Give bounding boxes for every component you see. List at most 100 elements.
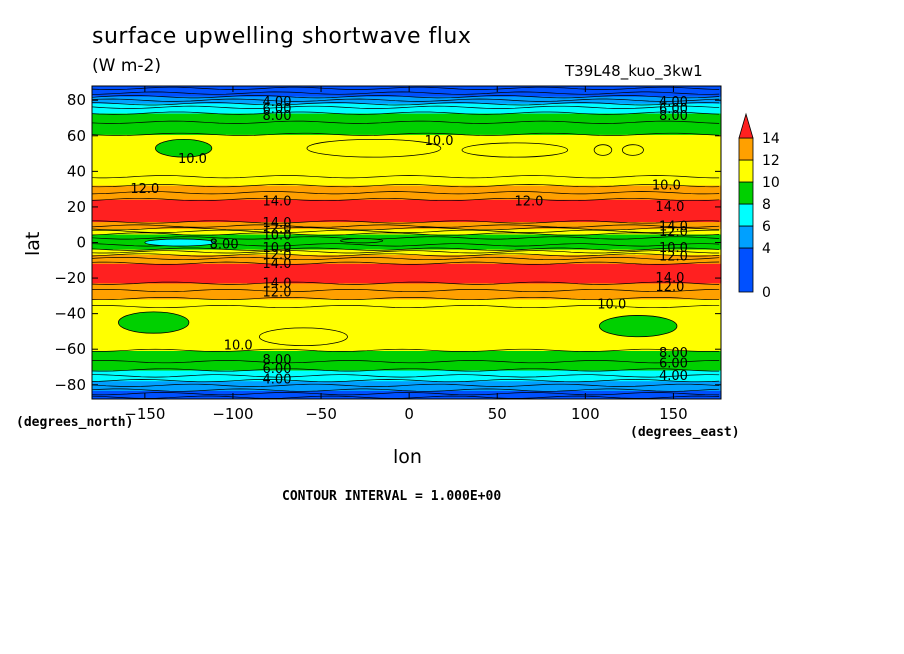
- contour-blob: [621, 144, 644, 156]
- contour-line: [92, 220, 720, 224]
- contour-label: 14.0: [263, 257, 292, 272]
- contour-line: [92, 175, 720, 179]
- contour-label: 6.00: [659, 102, 688, 117]
- x-tick-label: −50: [305, 405, 337, 423]
- contour-label: 14.0: [263, 276, 292, 291]
- contour-blob: [144, 238, 216, 247]
- contour-line: [92, 247, 720, 251]
- colorbar-segment: [738, 137, 754, 161]
- contour-label: 6.00: [659, 356, 688, 371]
- contour-label: 8.00: [263, 353, 292, 368]
- contour-line: [92, 91, 720, 95]
- contour-label: 10.0: [652, 179, 681, 194]
- y-tick-label: 0: [76, 234, 86, 252]
- contour-line: [92, 304, 720, 309]
- y-unit-label: (degrees_north): [16, 415, 134, 430]
- contour-line: [92, 197, 720, 202]
- contour-band: [92, 234, 721, 251]
- x-unit-label: (degrees_east): [630, 425, 740, 440]
- chart-units: (W m-2): [92, 56, 161, 76]
- contour-line: [92, 132, 720, 136]
- contour-line: [92, 191, 720, 195]
- contour-band: [92, 199, 721, 223]
- contour-label: 12.0: [659, 225, 688, 240]
- contour-label: 12.0: [263, 285, 292, 300]
- contour-label: 10.0: [425, 134, 454, 149]
- contour-label: 14.0: [655, 200, 684, 215]
- contour-line: [92, 379, 720, 383]
- contour-line: [92, 184, 720, 188]
- y-axis-ticks: −80 −60 −40 −20 0 20 40 60 80: [54, 91, 721, 394]
- contour-label: 14.0: [659, 219, 688, 234]
- contour-label: 12.0: [130, 182, 159, 197]
- contour-line: [92, 86, 720, 90]
- colorbar-arrow: [738, 112, 754, 139]
- contour-band: [92, 96, 721, 105]
- contour-label: 6.00: [263, 362, 292, 377]
- colorbar-tick-label: 4: [762, 241, 771, 257]
- contour-blob: [599, 315, 678, 338]
- contour-line: [92, 232, 720, 236]
- x-tick-label: 150: [659, 405, 688, 423]
- colorbar-segment: [738, 225, 754, 249]
- contour-line: [92, 256, 720, 261]
- contour-label: 4.00: [263, 372, 292, 387]
- contour-line: [92, 111, 720, 115]
- contour-labels: 4.006.008.004.006.008.0010.010.010.012.0…: [130, 95, 688, 387]
- colorbar-segment: [738, 181, 754, 205]
- contour-band: [92, 263, 721, 284]
- colorbar-segment: [738, 203, 754, 227]
- contour-label: 12.0: [659, 250, 688, 265]
- contour-line: [92, 348, 720, 352]
- contour-band: [92, 229, 721, 235]
- colorbar-tick-label: 10: [762, 175, 780, 191]
- contour-band: [92, 390, 721, 399]
- contour-label: 10.0: [224, 339, 253, 354]
- contour-line: [92, 224, 720, 228]
- y-tick-label: 80: [67, 91, 86, 109]
- contour-band: [92, 350, 721, 372]
- contour-label: 12.0: [263, 248, 292, 263]
- colorbar-tick-label: 12: [762, 153, 780, 169]
- contour-label: 10.0: [597, 298, 626, 313]
- y-tick-label: 60: [67, 127, 86, 145]
- colorbar-tick-label: 6: [762, 219, 771, 235]
- contour-band: [92, 254, 721, 265]
- colorbar-tick-label: 8: [762, 197, 771, 213]
- contour-line: [92, 98, 720, 102]
- contour-band: [92, 86, 721, 98]
- x-tick-label: 0: [404, 405, 414, 423]
- y-tick-label: −60: [54, 340, 86, 358]
- contour-label: 12.0: [263, 221, 292, 236]
- contour-line: [92, 360, 720, 364]
- contour-line: [92, 95, 720, 99]
- contour-line: [92, 236, 720, 240]
- y-tick-label: −80: [54, 376, 86, 394]
- contour-line: [92, 388, 720, 392]
- contour-label: 10.0: [659, 241, 688, 256]
- colorbar: 0 4 6 8 10 12 14: [738, 112, 780, 301]
- x-tick-label: 50: [488, 405, 507, 423]
- contour-band: [92, 185, 721, 201]
- contour-lines: [92, 86, 720, 399]
- x-tick-label: −150: [124, 405, 165, 423]
- contour-line: [92, 383, 720, 387]
- contour-label: 4.00: [659, 369, 688, 384]
- colorbar-tick-label: 14: [762, 131, 780, 147]
- contour-line: [92, 374, 720, 378]
- contour-line: [92, 288, 720, 293]
- x-tick-label: 100: [571, 405, 600, 423]
- contour-band: [92, 370, 721, 382]
- contour-line: [92, 368, 720, 372]
- contour-blob: [461, 142, 569, 158]
- y-tick-label: −40: [54, 305, 86, 323]
- contour-line: [92, 281, 720, 285]
- contour-label: 14.0: [263, 216, 292, 231]
- contour-line: [92, 296, 720, 301]
- contour-blob: [258, 327, 348, 347]
- contour-line: [92, 261, 720, 265]
- contour-blob: [155, 138, 213, 158]
- y-tick-label: −20: [54, 269, 86, 287]
- y-tick-label: 20: [67, 198, 86, 216]
